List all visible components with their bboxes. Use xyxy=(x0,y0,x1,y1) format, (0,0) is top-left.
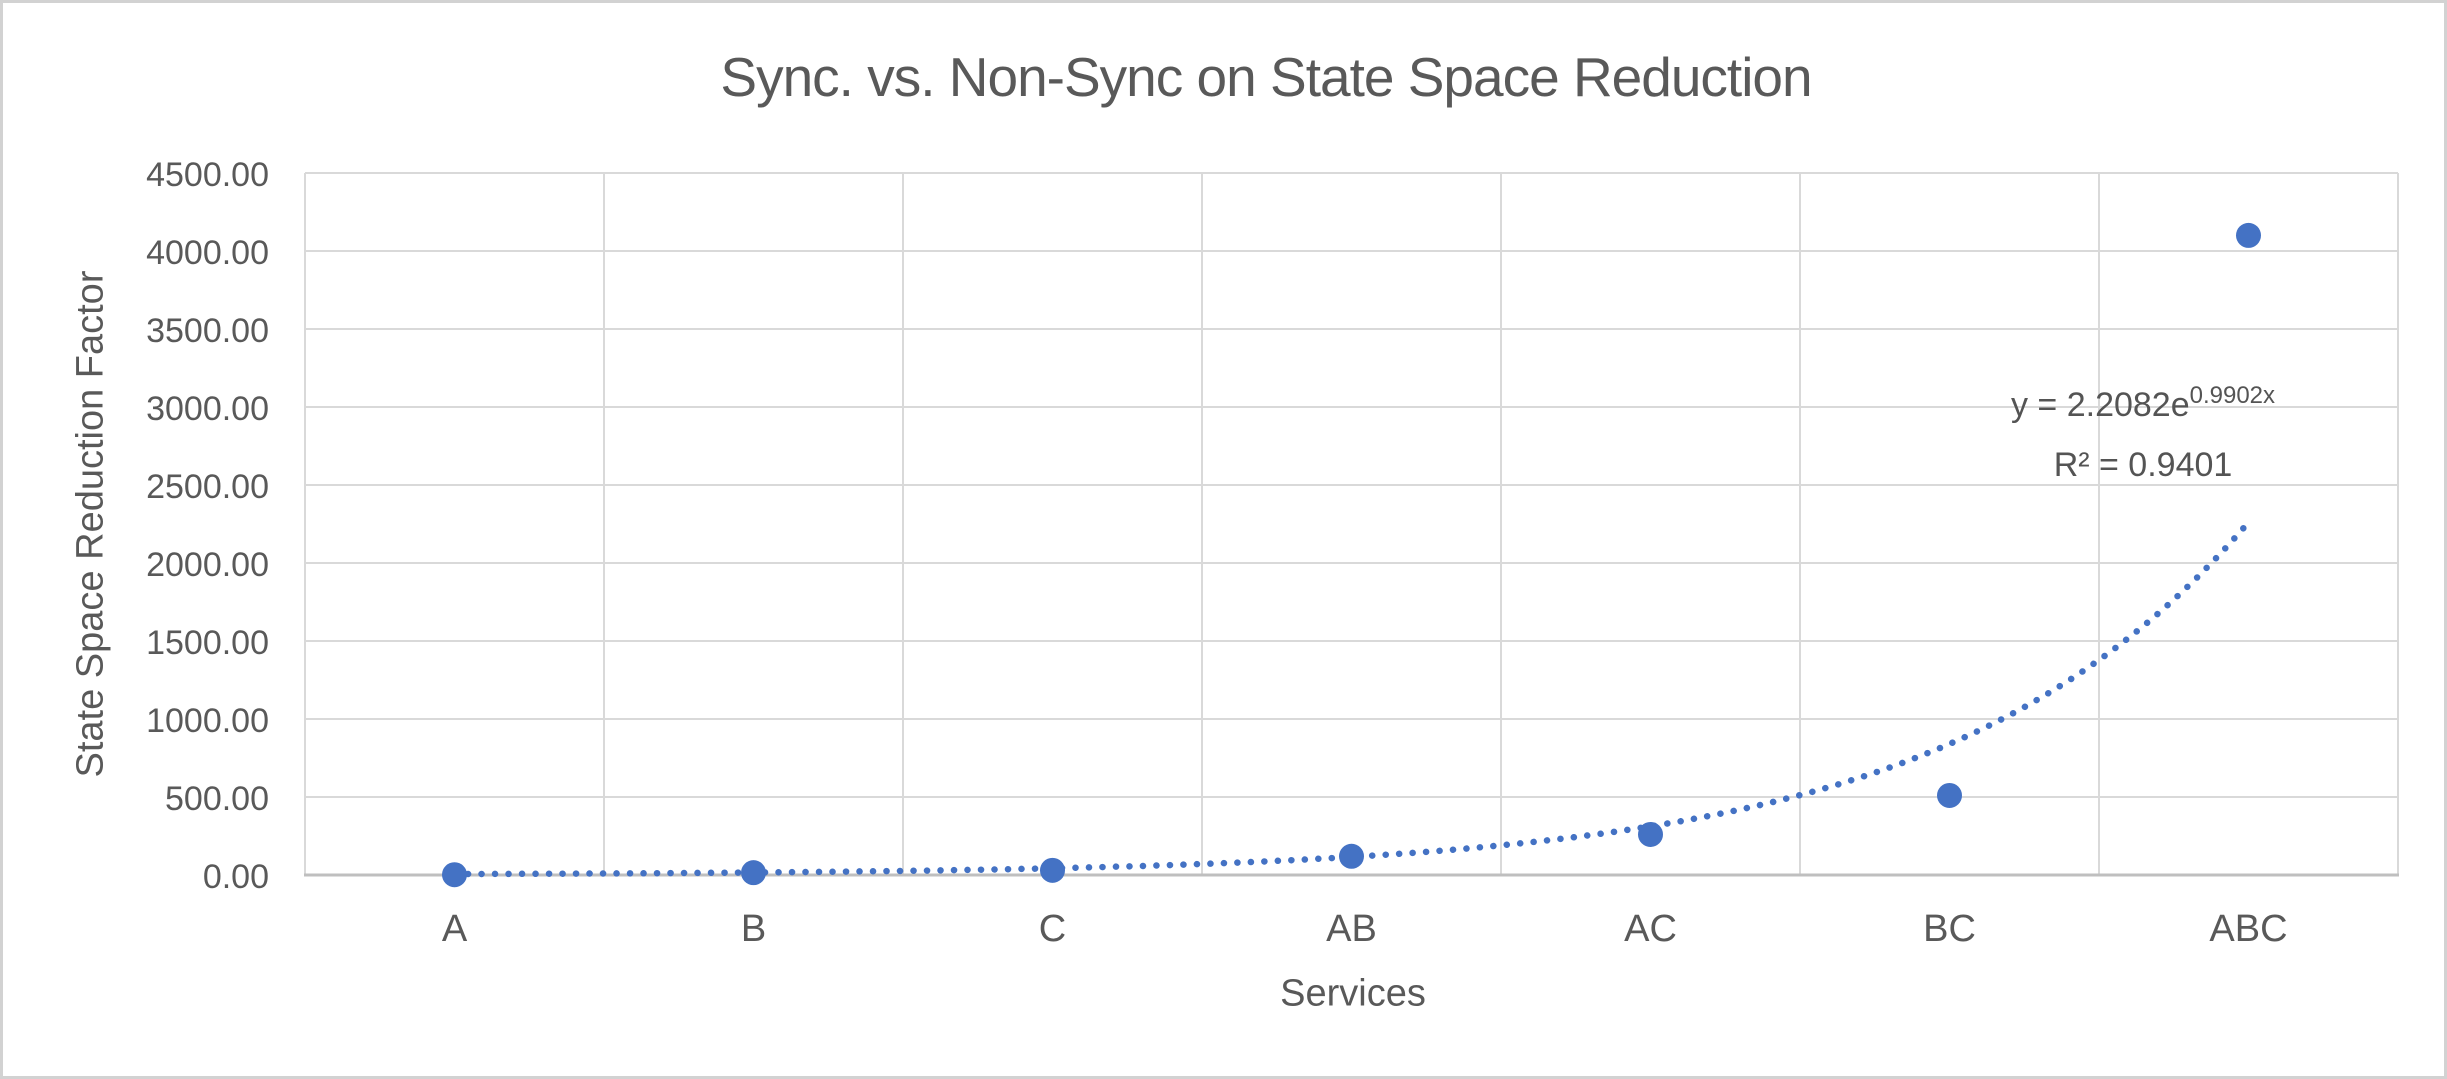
y-axis-tick-label: 3500.00 xyxy=(146,312,269,350)
trendline-r-squared: R² = 0.9401 xyxy=(2053,446,2233,484)
x-axis-tick-label: AC xyxy=(1624,908,1677,950)
x-axis-tick-label: AB xyxy=(1326,908,1377,950)
data-point xyxy=(1638,821,1663,847)
y-axis-tick-label: 2500.00 xyxy=(146,468,269,506)
y-axis-tick-label: 0.00 xyxy=(203,858,269,896)
y-axis-tick-label: 3000.00 xyxy=(146,390,269,428)
y-axis-tick-label: 2000.00 xyxy=(146,546,269,584)
data-point xyxy=(442,862,467,888)
y-axis-tick-label: 4000.00 xyxy=(146,234,269,272)
x-axis-tick-label: B xyxy=(741,908,766,950)
trendline-equation-base: y = 2.2082e xyxy=(2010,386,2190,424)
y-axis-tick-label: 500.00 xyxy=(165,780,269,818)
data-point xyxy=(1040,857,1065,883)
y-axis-tick-label: 4500.00 xyxy=(146,156,269,194)
trendline-equation-exponent: 0.9902x xyxy=(2189,382,2276,409)
chart-title: Sync. vs. Non-Sync on State Space Reduct… xyxy=(720,46,1812,108)
x-axis-title: Services xyxy=(1280,972,1426,1015)
plot-area: 0.00 500.00 1000.00 1500.00 2000.00 2500.00 30… xyxy=(146,156,2399,950)
y-axis-title: State Space Reduction Factor xyxy=(69,270,112,778)
data-point xyxy=(1937,782,1962,808)
data-point xyxy=(2236,222,2261,248)
x-axis-tick-label: ABC xyxy=(2209,908,2287,950)
trendline-label: y = 2.2082e0.9902x R² = 0.9401 xyxy=(2011,377,2275,493)
y-axis-tick-label: 1000.00 xyxy=(146,702,269,740)
x-axis-tick-label: BC xyxy=(1923,908,1976,950)
data-point xyxy=(741,860,766,886)
data-point xyxy=(1339,843,1364,869)
y-axis-tick-label: 1500.00 xyxy=(146,624,269,662)
x-axis-tick-label: A xyxy=(442,908,468,950)
trendline xyxy=(451,519,2252,878)
trendline-equation: y = 2.2082e0.9902x xyxy=(2011,377,2275,437)
x-axis-tick-label: C xyxy=(1039,908,1066,950)
